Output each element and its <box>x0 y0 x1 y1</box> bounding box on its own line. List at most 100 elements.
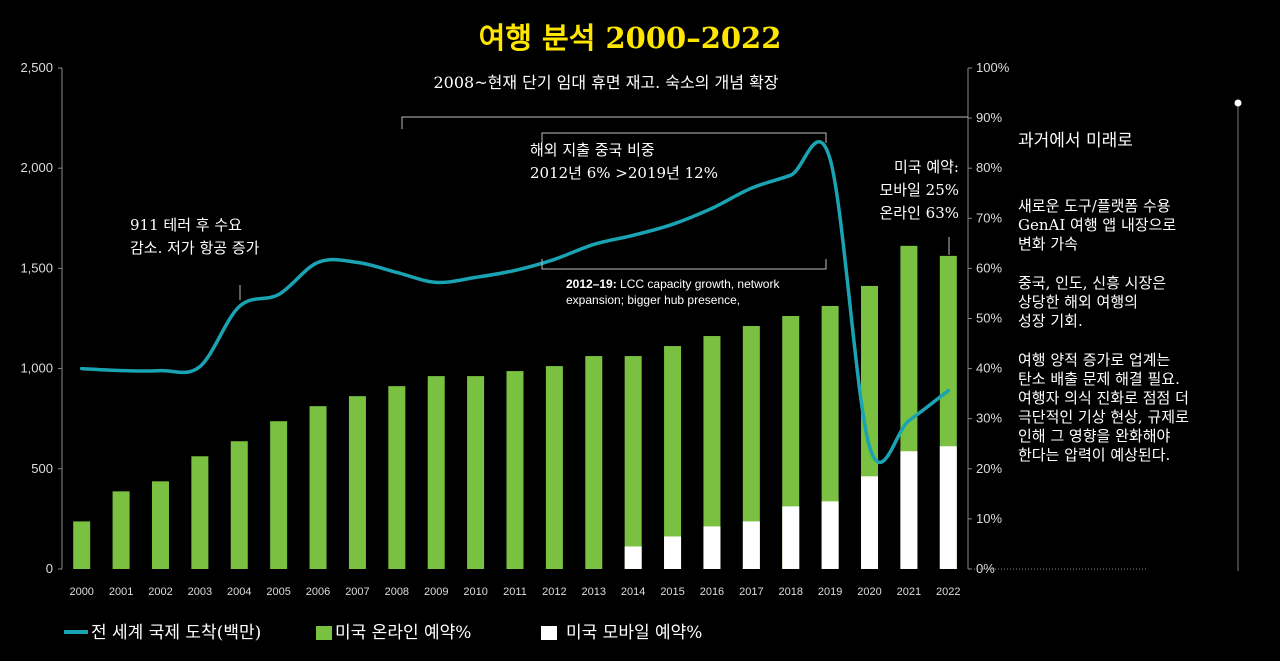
left-tick-label: 1,000 <box>20 361 53 376</box>
bar-online-2018 <box>782 315 800 569</box>
annotation-911-line2: 감소. 저가 항공 증가 <box>130 239 260 257</box>
bar-online-2008 <box>388 386 406 569</box>
panel-line: 탄소 배출 문제 해결 필요. <box>1018 370 1180 388</box>
panel-paragraph-markets: 중국, 인도, 신흥 시장은 상당한 해외 여행의 성장 기회. <box>1018 274 1273 331</box>
panel-line: 새로운 도구/플랫폼 수용 <box>1018 197 1171 215</box>
right-tick-label: 40% <box>976 361 1002 376</box>
bar-mobile-2022 <box>939 446 957 569</box>
panel-line: 상당한 해외 여행의 <box>1018 293 1138 311</box>
bar-online-2011 <box>506 371 524 569</box>
bracket-china <box>541 132 827 143</box>
panel-line: 여행자 의식 진화로 점점 더 <box>1018 389 1189 407</box>
x-tick-label: 2007 <box>345 586 369 598</box>
annotation-911-line1: 911 테러 후 수요 <box>130 216 242 234</box>
left-axis-ticks: 0 500 1,000 1,500 2,000 2,500 <box>20 60 62 576</box>
x-tick-label: 2021 <box>897 586 921 598</box>
x-tick-label: 2001 <box>109 586 133 598</box>
x-tick-label: 2003 <box>188 586 212 598</box>
annotation-us-line3: 온라인 63% <box>879 204 959 222</box>
bar-online-2016 <box>703 336 721 569</box>
right-tick-label: 20% <box>976 461 1002 476</box>
left-tick-label: 2,000 <box>20 160 53 175</box>
bar-online-2001 <box>112 491 130 569</box>
legend-label-online: 미국 온라인 예약% <box>335 623 471 643</box>
series-line-arrivals <box>79 139 951 465</box>
right-tick-label: 100% <box>976 60 1010 75</box>
bar-online-2002 <box>151 481 169 569</box>
x-tick-label: 2010 <box>463 586 487 598</box>
bar-mobile-2018 <box>782 506 800 569</box>
bar-online-2013 <box>585 356 603 569</box>
x-tick-label: 2008 <box>385 586 409 598</box>
legend-label-mobile: 미국 모바일 예약% <box>566 623 702 643</box>
insight-panel: 과거에서 미래로 새로운 도구/플랫폼 수용 GenAI 여행 앱 내장으로 변… <box>1018 132 1273 485</box>
right-tick-label: 80% <box>976 160 1002 175</box>
right-tick-label: 90% <box>976 110 1002 125</box>
x-tick-label: 2006 <box>306 586 330 598</box>
scroll-handle <box>1234 99 1242 107</box>
panel-line: 변화 가속 <box>1018 235 1078 253</box>
x-tick-label: 2002 <box>148 586 172 598</box>
bar-online-2006 <box>309 406 327 569</box>
panel-paragraph-carbon: 여행 양적 증가로 업계는 탄소 배출 문제 해결 필요. 여행자 의식 진화로… <box>1018 351 1273 465</box>
bracket-lcc <box>541 259 827 270</box>
annotation-china-line1: 해외 지출 중국 비중 <box>530 141 655 159</box>
annotation-china-line2: 2012년 6% >2019년 12% <box>530 164 718 182</box>
x-tick-label: 2011 <box>503 586 527 598</box>
bar-online-2005 <box>270 421 288 569</box>
x-tick-label: 2015 <box>660 586 684 598</box>
x-tick-label: 2022 <box>936 586 960 598</box>
legend-label-arrivals: 전 세계 국제 도착(백만) <box>91 623 261 643</box>
bar-mobile-2021 <box>900 451 918 569</box>
x-tick-label: 2013 <box>582 586 606 598</box>
bar-mobile-2020 <box>861 476 879 569</box>
x-tick-label: 2019 <box>818 586 842 598</box>
legend: 전 세계 국제 도착(백만) 미국 온라인 예약% 미국 모바일 예약% <box>64 623 702 643</box>
annotation-lcc-line1: 2012–19: LCC capacity growth, network <box>566 277 780 291</box>
bar-online-2015 <box>664 346 682 569</box>
x-tick-label: 2000 <box>69 586 93 598</box>
right-axis-ticks: 0% 10% 20% 30% 40% 50% 60% 70% 80% 90% 100% <box>968 60 1010 576</box>
bar-mobile-2017 <box>742 521 760 569</box>
bar-series <box>73 245 957 570</box>
legend-swatch-online <box>316 626 332 640</box>
x-tick-label: 2012 <box>542 586 566 598</box>
bar-online-2004 <box>230 441 248 569</box>
annotation-lcc-line2: expansion; bigger hub presence, <box>566 293 740 307</box>
x-axis-ticks: 2000 2001 2002 2003 2004 2005 2006 2007 2008 2009… <box>69 586 960 598</box>
x-tick-label: 2004 <box>227 586 251 598</box>
x-tick-label: 2014 <box>621 586 645 598</box>
right-tick-label: 60% <box>976 260 1002 275</box>
bar-online-2012 <box>545 366 563 569</box>
bar-mobile-2015 <box>664 536 682 569</box>
left-tick-label: 0 <box>46 561 53 576</box>
x-tick-label: 2009 <box>424 586 448 598</box>
panel-line: GenAI 여행 앱 내장으로 <box>1018 216 1177 234</box>
annotation-2008: 2008~현재 단기 임대 휴면 재고. 숙소의 개념 확장 <box>433 73 778 92</box>
left-tick-label: 500 <box>31 461 53 476</box>
right-tick-label: 10% <box>976 511 1002 526</box>
bracket-2008 <box>401 116 968 129</box>
bar-online-2003 <box>191 456 209 569</box>
annotation-us-line1: 미국 예약: <box>894 158 959 176</box>
x-tick-label: 2020 <box>857 586 881 598</box>
panel-line: 여행 양적 증가로 업계는 <box>1018 351 1171 369</box>
panel-line: 중국, 인도, 신흥 시장은 <box>1018 274 1167 292</box>
annotation-us-line2: 모바일 25% <box>879 181 959 199</box>
bar-online-2000 <box>73 521 91 569</box>
annotation-lcc-bold: 2012–19: <box>566 277 617 291</box>
chart-title: 여행 분석 2000–2022 <box>479 21 782 55</box>
legend-swatch-mobile <box>541 626 557 640</box>
panel-line: 인해 그 영향을 완화해야 <box>1018 427 1171 445</box>
panel-line: 극단적인 기상 현상, 규제로 <box>1018 408 1189 426</box>
right-tick-label: 70% <box>976 210 1002 225</box>
x-tick-label: 2016 <box>700 586 724 598</box>
panel-heading: 과거에서 미래로 <box>1018 131 1133 151</box>
x-tick-label: 2017 <box>739 586 763 598</box>
x-tick-label: 2018 <box>778 586 802 598</box>
right-tick-label: 0% <box>976 561 995 576</box>
left-tick-label: 2,500 <box>20 60 53 75</box>
right-tick-label: 50% <box>976 311 1002 326</box>
bar-online-2010 <box>467 376 485 569</box>
bar-online-2014 <box>624 356 642 569</box>
